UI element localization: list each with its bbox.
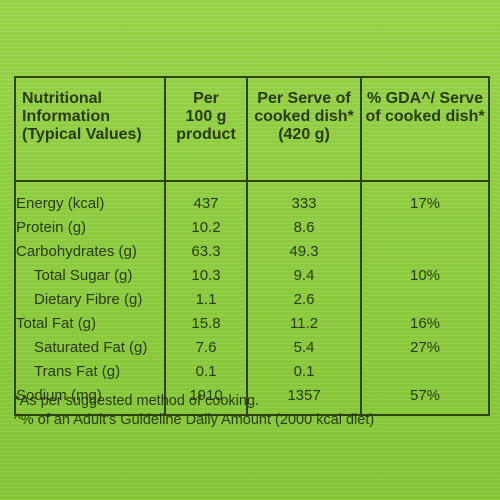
table-row: Total Fat (g) 15.8 11.2 16%: [14, 312, 490, 336]
per-100g-value: 10.3: [164, 264, 248, 288]
per-100g-value: 1.1: [164, 288, 248, 312]
gda-value: [360, 216, 490, 240]
gda-value: [360, 288, 490, 312]
header-nutritional-information: Nutritional Information (Typical Values): [14, 76, 166, 182]
gda-value: 57%: [360, 384, 490, 416]
per-100g-value: 7.6: [164, 336, 248, 360]
table-header-row: Nutritional Information (Typical Values)…: [14, 76, 490, 182]
per-serve-value: 9.4: [246, 264, 362, 288]
table-row: Trans Fat (g) 0.1 0.1: [14, 360, 490, 384]
per-serve-value: 5.4: [246, 336, 362, 360]
per-100g-value: 63.3: [164, 240, 248, 264]
footnote-gda-definition: ^% of an Adult's Guideline Daily Amount …: [14, 412, 375, 428]
header-per-serve: Per Serve of cooked dish* (420 g): [246, 76, 362, 182]
table-row: Protein (g) 10.2 8.6: [14, 216, 490, 240]
gda-value: 27%: [360, 336, 490, 360]
row-label: Total Fat (g): [14, 312, 166, 336]
row-label: Carbohydrates (g): [14, 240, 166, 264]
row-label: Energy (kcal): [14, 181, 166, 216]
gda-value: 17%: [360, 181, 490, 216]
footnote-cooking-method: *As per suggested method of cooking.: [14, 393, 260, 409]
per-100g-value: 0.1: [164, 360, 248, 384]
table-row: Saturated Fat (g) 7.6 5.4 27%: [14, 336, 490, 360]
per-100g-value: 10.2: [164, 216, 248, 240]
gda-value: 10%: [360, 264, 490, 288]
per-serve-value: 49.3: [246, 240, 362, 264]
row-label: Dietary Fibre (g): [14, 288, 166, 312]
row-label: Total Sugar (g): [14, 264, 166, 288]
per-serve-value: 2.6: [246, 288, 362, 312]
row-label: Saturated Fat (g): [14, 336, 166, 360]
per-100g-value: 437: [164, 181, 248, 216]
table-row: Dietary Fibre (g) 1.1 2.6: [14, 288, 490, 312]
nutrition-table: Nutritional Information (Typical Values)…: [14, 76, 490, 416]
table-row: Energy (kcal) 437 333 17%: [14, 181, 490, 216]
row-label: Trans Fat (g): [14, 360, 166, 384]
gda-value: [360, 240, 490, 264]
per-serve-value: 8.6: [246, 216, 362, 240]
gda-value: 16%: [360, 312, 490, 336]
header-gda: % GDA^/ Serve of cooked dish*: [360, 76, 490, 182]
per-serve-value: 333: [246, 181, 362, 216]
table-row: Total Sugar (g) 10.3 9.4 10%: [14, 264, 490, 288]
header-per-100g: Per 100 g product: [164, 76, 248, 182]
gda-value: [360, 360, 490, 384]
per-serve-value: 0.1: [246, 360, 362, 384]
per-serve-value: 1357: [246, 384, 362, 416]
row-label: Sodium (mg): [14, 384, 166, 416]
table-row: Sodium (mg) 1910 1357 57%: [14, 384, 490, 416]
per-serve-value: 11.2: [246, 312, 362, 336]
per-100g-value: 15.8: [164, 312, 248, 336]
table-row: Carbohydrates (g) 63.3 49.3: [14, 240, 490, 264]
per-100g-value: 1910: [164, 384, 248, 416]
row-label: Protein (g): [14, 216, 166, 240]
